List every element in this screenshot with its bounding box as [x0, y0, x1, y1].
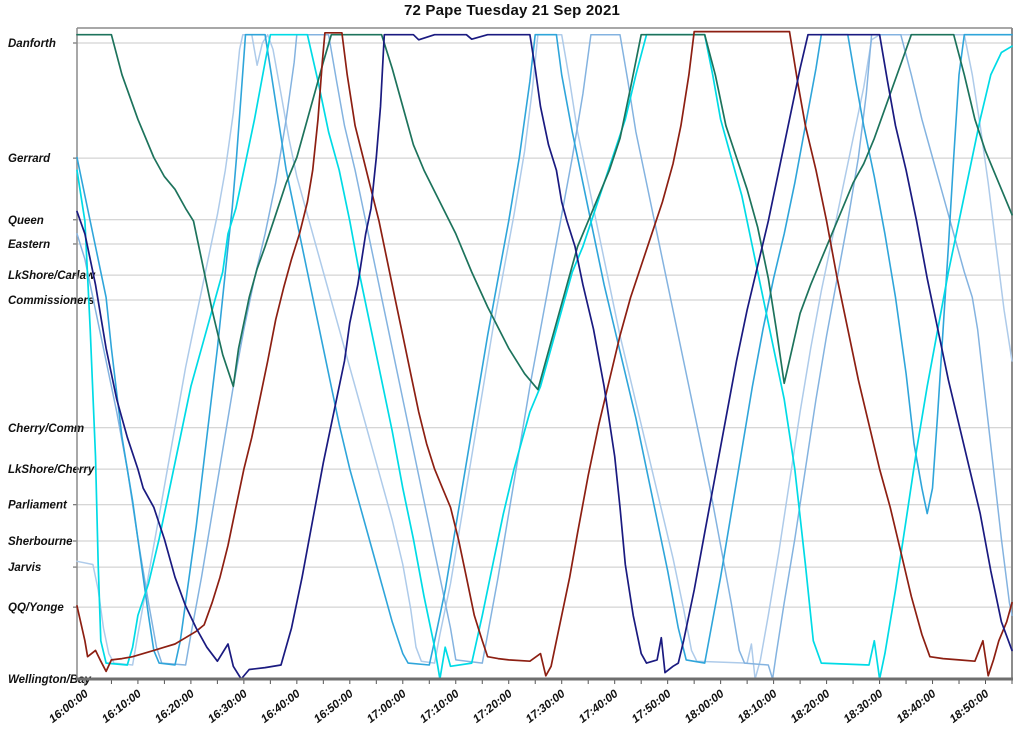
y-axis-label: QQ/Yonge: [8, 602, 64, 614]
x-axis-label: 17:00:00: [365, 688, 409, 726]
trace-bus-light-blue: [76, 33, 1013, 680]
x-axis-label: 18:20:00: [789, 688, 833, 726]
y-axis-label: LkShore/Cherry: [8, 464, 95, 476]
y-axis-label: Cherry/Comm: [8, 423, 84, 435]
trace-bus-navy: [76, 33, 1013, 680]
x-axis-label: 18:10:00: [736, 688, 780, 726]
trace-bus-pale-steel: [76, 33, 1013, 680]
y-axis-label: LkShore/Carlaw: [8, 270, 96, 282]
y-axis-label: Wellington/Bay: [8, 674, 91, 686]
y-axis-label: Queen: [8, 215, 44, 227]
y-axis-label: Eastern: [8, 239, 50, 251]
x-axis-label: 17:10:00: [418, 688, 462, 726]
x-axis-label: 16:30:00: [206, 688, 250, 726]
x-axis-label: 18:30:00: [842, 688, 886, 726]
y-axis-label: Commissioners: [8, 295, 94, 307]
trace-bus-dark-red: [76, 30, 1013, 677]
chart-title: 72 Pape Tuesday 21 Sep 2021: [403, 2, 621, 19]
trace-bus-dark-green: [76, 33, 1013, 391]
x-axis-label: 17:40:00: [577, 688, 621, 726]
x-axis-label: 16:50:00: [312, 688, 356, 726]
trace-bus-sky-blue: [76, 33, 1013, 666]
x-axis-label: 16:10:00: [100, 688, 144, 726]
trace-bus-cyan: [76, 33, 1013, 680]
x-axis-label: 16:40:00: [259, 688, 303, 726]
y-axis-label: Danforth: [8, 38, 56, 50]
x-axis-label: 17:20:00: [471, 688, 515, 726]
y-axis-label: Parliament: [8, 500, 68, 512]
x-axis-label: 17:50:00: [630, 688, 674, 726]
x-axis-label: 16:00:00: [47, 688, 91, 726]
y-axis-label: Sherbourne: [8, 536, 73, 548]
x-axis-label: 16:20:00: [153, 688, 197, 726]
x-axis-label: 17:30:00: [524, 688, 568, 726]
x-axis-label: 18:50:00: [948, 688, 992, 726]
y-axis-label: Gerrard: [8, 153, 51, 165]
y-axis-label: Jarvis: [8, 562, 41, 574]
x-axis-label: 18:00:00: [683, 688, 727, 726]
x-axis-label: 18:40:00: [895, 688, 939, 726]
